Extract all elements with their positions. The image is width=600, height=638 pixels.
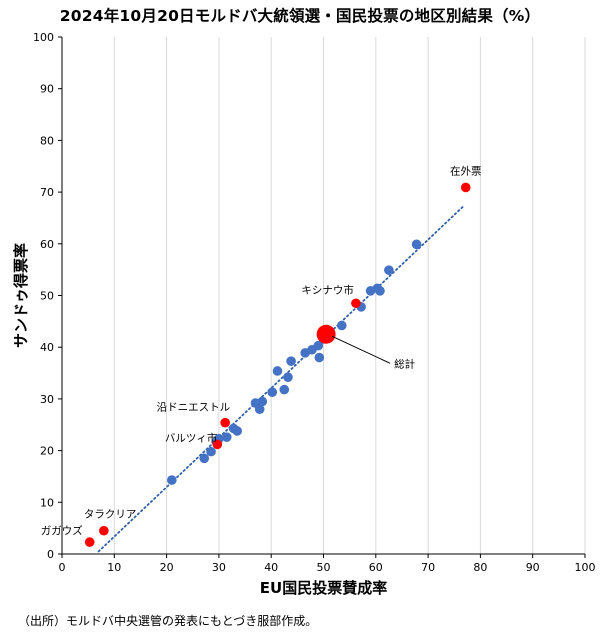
point-annotation: 総計 [394,357,415,370]
total-point [316,324,336,344]
highlight-point [460,182,471,193]
x-axis-label: EU国民投票賛成率 [260,579,387,597]
y-tick-label: 20 [40,445,54,458]
x-tick-label: 90 [526,561,540,574]
point-annotation: キシナウ市 [301,283,354,296]
trendline [97,204,466,553]
x-tick-label: 40 [264,561,278,574]
x-tick-label: 20 [160,561,174,574]
y-tick-label: 80 [40,134,54,147]
x-tick-label: 60 [369,561,383,574]
y-tick-label: 50 [40,290,54,303]
highlight-point [220,417,230,428]
highlight-point [351,298,361,309]
district-point [286,356,296,366]
highlight-point [84,537,95,547]
x-tick-label: 10 [107,561,121,574]
highlight-point [212,439,223,450]
district-point [257,396,268,407]
y-tick-label: 70 [40,186,54,199]
district-point [375,286,385,296]
district-point [411,239,422,250]
y-tick-label: 0 [47,548,54,561]
y-axis-label: サンドゥ得票率 [12,243,30,348]
x-tick-label: 30 [212,561,226,574]
district-point [283,372,293,382]
district-point [254,404,265,415]
y-tick-label: 100 [33,31,54,44]
x-tick-label: 70 [421,561,435,574]
district-point [206,446,216,457]
x-tick-label: 50 [317,561,331,574]
y-tick-label: 10 [40,496,54,509]
district-point [232,426,243,436]
district-point [313,340,324,351]
district-point [167,475,177,485]
point-annotation: 在外票 [450,165,482,177]
point-annotation: バルツィ市 [165,431,218,444]
district-point [279,384,290,395]
district-point [314,352,325,363]
y-tick-label: 30 [40,393,54,406]
point-annotation: ガガウズ [41,524,83,537]
chart-title: 2024年10月20日モルドバ大統領選・国民投票の地区別結果（%） [59,7,541,25]
point-annotation: タラクリア [84,509,137,521]
district-point [272,366,283,376]
district-point [199,453,210,464]
x-tick-label: 100 [575,561,596,574]
district-point [221,432,232,442]
x-tick-label: 0 [59,561,66,574]
y-tick-label: 90 [40,83,54,96]
total-leader-line [331,335,391,364]
y-tick-label: 40 [40,341,54,354]
source-note: （出所）モルドバ中央選管の発表にもとづき服部作成。 [18,614,318,628]
district-point [337,320,347,331]
district-point [267,387,278,397]
x-tick-label: 80 [473,561,487,574]
district-point [384,265,394,275]
point-annotation: 沿ドニエストル [157,402,231,414]
highlight-point [99,525,109,536]
y-tick-label: 60 [40,238,54,251]
